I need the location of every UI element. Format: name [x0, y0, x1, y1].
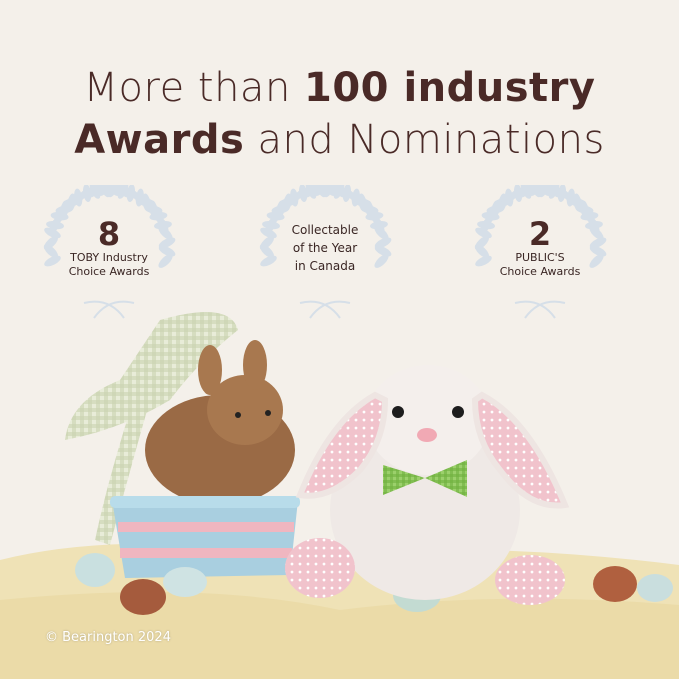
laurel-leaf — [370, 220, 388, 230]
award-label: TOBY Industry — [70, 250, 148, 264]
laurel-leaf — [323, 185, 335, 198]
laurel-leaf — [154, 220, 172, 230]
laurel-leaf — [46, 220, 64, 230]
award-collectable: Collectable of the Year in Canada — [255, 185, 395, 320]
laurel-leaf — [55, 205, 74, 214]
laurel-leaf — [298, 185, 308, 202]
laurel-leaf — [589, 237, 607, 249]
laurel-stem — [83, 300, 135, 319]
laurel-leaf — [88, 185, 102, 198]
laurel-leaf — [589, 245, 607, 257]
laurel-leaf — [589, 254, 604, 268]
laurel-leaf — [547, 185, 561, 198]
laurel-leaf — [374, 245, 392, 257]
laurel-leaf — [271, 205, 290, 214]
headline-bold-1: 100 industry — [304, 65, 596, 111]
laurel-leaf — [342, 185, 352, 202]
laurel-leaf — [99, 185, 111, 198]
laurel-leaf — [44, 227, 61, 239]
award-label: Collectable — [291, 222, 359, 237]
laurel-wreath-icon — [474, 185, 607, 319]
award-label: Choice Awards — [68, 264, 150, 278]
laurel-leaf — [583, 208, 595, 225]
laurel-leaf — [82, 185, 92, 202]
laurel-leaf — [475, 227, 492, 239]
laurel-leaf — [530, 185, 542, 198]
award-label: Choice Awards — [499, 264, 581, 278]
laurel-leaf — [585, 220, 603, 230]
award-number: 8 — [97, 214, 121, 253]
laurel-leaf — [259, 244, 274, 259]
laurel-leaf — [116, 185, 130, 198]
product-photo — [0, 312, 679, 679]
award-label: in Canada — [294, 258, 356, 273]
laurel-stem — [514, 300, 566, 319]
award-number: 2 — [528, 214, 552, 253]
laurel-leaf — [501, 192, 518, 204]
laurel-leaf — [262, 220, 280, 230]
laurel-stem — [299, 300, 351, 319]
laurel-leaf — [573, 193, 582, 212]
laurel-leaf — [158, 254, 173, 268]
laurel-leaf — [332, 185, 346, 198]
laurel-leaf — [358, 193, 367, 212]
laurel-leaf — [477, 220, 495, 230]
laurel-leaf — [474, 244, 489, 259]
laurel-leaf — [260, 255, 277, 267]
laurel-leaf — [304, 185, 318, 198]
laurel-leaf — [513, 185, 523, 202]
laurel-leaf — [158, 226, 173, 240]
laurel-leaf — [126, 185, 136, 202]
laurel-leaf — [538, 185, 550, 198]
laurel-leaf — [374, 226, 389, 240]
award-label: PUBLIC'S — [515, 250, 565, 264]
laurel-leaf — [158, 237, 176, 249]
laurel-leaf — [286, 192, 303, 204]
laurel-leaf — [589, 226, 604, 240]
award-public: 2 PUBLIC'S Choice Awards — [470, 185, 610, 320]
award-label: of the Year — [292, 240, 358, 255]
headline: More than 100 industry Awards and Nomina… — [0, 62, 679, 166]
laurel-leaf — [107, 185, 119, 198]
headline-bold-2: Awards — [74, 117, 245, 163]
laurel-leaf — [158, 245, 176, 257]
laurel-leaf — [44, 255, 61, 267]
copyright-text: © Bearington 2024 — [45, 630, 171, 645]
laurel-leaf — [519, 185, 533, 198]
laurel-wreath-icon — [259, 185, 392, 319]
laurel-leaf — [43, 244, 58, 259]
laurel-leaf — [368, 208, 380, 225]
laurel-leaf — [374, 237, 392, 249]
laurel-leaf — [557, 185, 567, 202]
laurel-leaf — [486, 205, 505, 214]
laurel-leaf — [152, 208, 164, 225]
headline-regular-1: More than — [83, 65, 305, 111]
award-toby: 8 TOBY Industry Choice Awards — [39, 185, 179, 320]
laurel-leaf — [374, 254, 389, 268]
laurel-leaf — [70, 192, 87, 204]
headline-regular-2: and Nominations — [244, 117, 605, 163]
laurel-leaf — [142, 193, 151, 212]
laurel-leaf — [260, 227, 277, 239]
laurel-leaf — [475, 255, 492, 267]
laurel-leaf — [315, 185, 327, 198]
laurel-wreath-icon — [43, 185, 176, 319]
